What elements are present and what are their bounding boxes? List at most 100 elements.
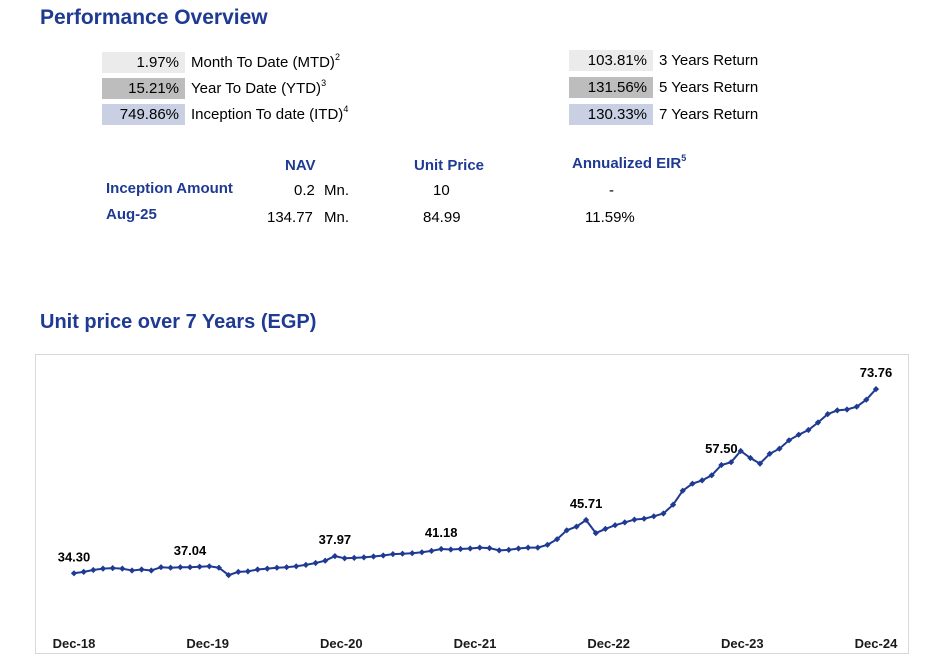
data-point	[399, 550, 406, 557]
inception-eir: -	[609, 182, 614, 199]
data-point	[766, 450, 773, 457]
x-tick-label: Dec-21	[454, 636, 497, 651]
three-year-return-value: 103.81%	[569, 50, 653, 71]
data-point	[467, 545, 474, 552]
data-point	[418, 549, 426, 556]
latest-unit-price: 84.99	[423, 209, 461, 226]
data-point	[273, 564, 281, 571]
data-label: 45.71	[570, 496, 603, 511]
data-point	[563, 527, 570, 534]
data-point	[582, 516, 590, 524]
data-point	[389, 550, 397, 558]
data-label: 37.04	[174, 543, 207, 558]
x-tick-label: Dec-20	[320, 636, 363, 651]
three-year-return-label: 3 Years Return	[659, 52, 759, 69]
data-point	[524, 544, 532, 551]
data-point	[148, 567, 155, 574]
data-point	[157, 564, 165, 571]
five-year-return-value: 131.56%	[569, 77, 653, 98]
data-point	[785, 437, 793, 444]
data-point	[650, 513, 657, 520]
data-point	[206, 563, 213, 570]
data-point	[409, 550, 416, 557]
ytd-value: 15.21%	[102, 78, 185, 99]
data-point	[370, 553, 377, 560]
data-point	[186, 564, 194, 571]
data-point	[573, 523, 580, 530]
data-point	[244, 568, 252, 575]
inception-nav-unit: Mn.	[324, 182, 350, 199]
data-point	[225, 571, 232, 579]
data-label: 57.50	[705, 441, 738, 456]
data-point	[312, 559, 319, 567]
data-point	[544, 541, 551, 548]
data-point	[322, 557, 329, 564]
data-point	[302, 561, 310, 569]
data-point	[109, 564, 116, 572]
data-point	[611, 522, 619, 529]
data-point	[553, 536, 561, 543]
data-point	[70, 570, 78, 577]
data-point	[602, 525, 609, 533]
performance-title: Performance Overview	[40, 6, 268, 29]
x-tick-label: Dec-24	[855, 636, 898, 651]
nav-header: NAV	[285, 157, 316, 174]
data-point	[283, 564, 290, 571]
data-point	[592, 529, 599, 537]
data-point	[235, 568, 242, 576]
data-label: 37.97	[319, 532, 352, 547]
x-tick-label: Dec-18	[53, 636, 96, 651]
data-point	[476, 544, 483, 551]
data-point	[90, 566, 97, 574]
unit-price-header: Unit Price	[414, 157, 485, 174]
ytd-label: Year To Date (YTD)3	[191, 78, 327, 98]
x-tick-label: Dec-23	[721, 636, 764, 651]
data-point	[698, 477, 706, 484]
chart-title: Unit price over 7 Years (EGP)	[40, 311, 317, 333]
data-point	[341, 555, 348, 562]
latest-eir: 11.59%	[585, 209, 635, 226]
inception-row-label: Inception Amount	[106, 180, 233, 197]
itd-label: Inception To date (ITD)4	[191, 104, 349, 124]
chart-frame	[35, 354, 909, 654]
itd-value: 749.86%	[102, 104, 185, 125]
data-label: 73.76	[860, 365, 893, 380]
data-point	[177, 564, 184, 571]
data-point	[447, 546, 454, 553]
mtd-label: Month To Date (MTD)2	[191, 52, 340, 72]
data-point	[138, 566, 145, 573]
data-point	[496, 547, 503, 554]
data-point	[505, 546, 512, 554]
data-point	[515, 545, 522, 552]
latest-nav: 134.77	[267, 209, 313, 226]
data-point	[457, 545, 464, 553]
data-point	[331, 552, 339, 560]
data-point	[167, 564, 174, 571]
data-label: 41.18	[425, 525, 458, 540]
latest-nav-unit: Mn.	[324, 209, 350, 226]
seven-year-return-label: 7 Years Return	[659, 106, 759, 123]
data-point	[99, 565, 107, 572]
data-point	[438, 545, 445, 553]
data-point	[834, 407, 841, 414]
inception-nav: 0.2	[294, 182, 315, 199]
data-point	[360, 554, 368, 561]
x-tick-label: Dec-19	[186, 636, 229, 651]
data-point	[80, 568, 87, 576]
latest-row-label: Aug-25	[106, 206, 157, 223]
data-point	[640, 515, 648, 522]
data-point	[631, 516, 638, 523]
seven-year-return-value: 130.33%	[569, 104, 653, 125]
data-point	[843, 406, 851, 413]
five-year-return-label: 5 Years Return	[659, 79, 759, 96]
data-label: 34.30	[58, 549, 91, 564]
data-point	[264, 565, 271, 572]
data-point	[380, 552, 387, 559]
data-point	[128, 567, 136, 574]
inception-unit-price: 10	[433, 182, 450, 199]
mtd-value: 1.97%	[102, 52, 185, 73]
data-point	[196, 563, 203, 570]
data-point	[534, 544, 541, 551]
x-tick-label: Dec-22	[587, 636, 630, 651]
